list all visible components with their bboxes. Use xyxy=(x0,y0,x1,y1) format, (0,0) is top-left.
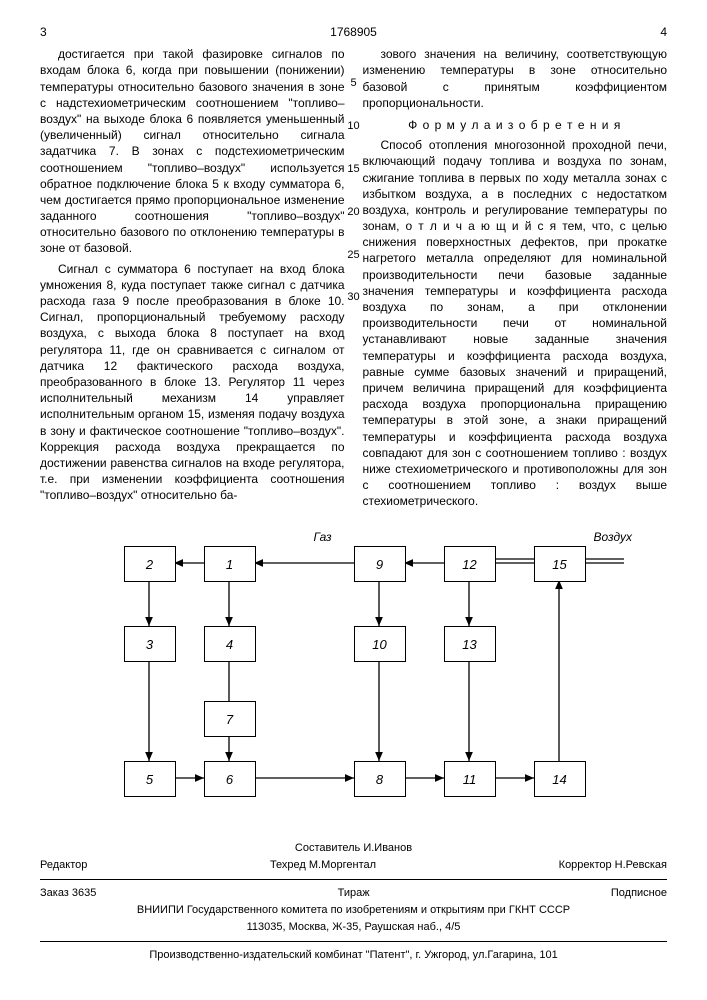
block-4: 4 xyxy=(204,626,256,662)
block-8: 8 xyxy=(354,761,406,797)
block-12: 12 xyxy=(444,546,496,582)
patent-page: 3 1768905 4 достигается при такой фазиро… xyxy=(0,0,707,983)
block-diagram: Газ Воздух 123456789101112131415 xyxy=(74,531,634,831)
air-label: Воздух xyxy=(594,529,632,545)
block-9: 9 xyxy=(354,546,406,582)
body-row: достигается при такой фазировке сигналов… xyxy=(40,46,667,513)
left-p1: достигается при такой фазировке сигналов… xyxy=(40,46,345,256)
left-column: достигается при такой фазировке сигналов… xyxy=(40,46,345,513)
ln-20: 20 xyxy=(345,205,363,220)
block-3: 3 xyxy=(124,626,176,662)
ln-30: 30 xyxy=(345,290,363,305)
block-2: 2 xyxy=(124,546,176,582)
right-p2: Способ отопления многозонной проходной п… xyxy=(363,137,668,509)
order-no: Заказ 3635 xyxy=(40,886,96,901)
rule-2 xyxy=(40,941,667,942)
ln-25: 25 xyxy=(345,248,363,263)
production: Производственно-издательский комбинат "П… xyxy=(40,948,667,963)
ln-10: 10 xyxy=(345,119,363,134)
block-14: 14 xyxy=(534,761,586,797)
block-1: 1 xyxy=(204,546,256,582)
left-p2: Сигнал с сумматора 6 поступает на вход б… xyxy=(40,261,345,504)
vniipi-2: 113035, Москва, Ж-35, Раушская наб., 4/5 xyxy=(40,920,667,935)
block-13: 13 xyxy=(444,626,496,662)
editor: Редактор xyxy=(40,858,87,873)
block-11: 11 xyxy=(444,761,496,797)
block-5: 5 xyxy=(124,761,176,797)
block-6: 6 xyxy=(204,761,256,797)
subscription: Подписное xyxy=(611,886,667,901)
ln-5: 5 xyxy=(345,76,363,91)
patent-number: 1768905 xyxy=(330,24,377,40)
vniipi-1: ВНИИПИ Государственного комитета по изоб… xyxy=(40,903,667,918)
order-row: Заказ 3635 Тираж Подписное xyxy=(40,886,667,901)
rule-1 xyxy=(40,879,667,880)
block-10: 10 xyxy=(354,626,406,662)
tirazh: Тираж xyxy=(338,886,370,901)
page-left: 3 xyxy=(40,24,47,40)
gas-label: Газ xyxy=(314,529,332,545)
ln-15: 15 xyxy=(345,162,363,177)
techred: Техред М.Моргентал xyxy=(270,858,376,873)
page-right: 4 xyxy=(660,24,667,40)
right-column: зового значения на величину, соответству… xyxy=(363,46,668,513)
corrector: Корректор Н.Ревская xyxy=(559,858,667,873)
block-15: 15 xyxy=(534,546,586,582)
credits-row: Редактор Техред М.Моргентал Корректор Н.… xyxy=(40,858,667,873)
header-row: 3 1768905 4 xyxy=(40,24,667,40)
credits-block: Составитель И.Иванов xyxy=(40,841,667,856)
compiler: Составитель И.Иванов xyxy=(295,842,412,854)
block-7: 7 xyxy=(204,701,256,737)
right-p1: зового значения на величину, соответству… xyxy=(363,46,668,111)
formula-heading: Ф о р м у л а и з о б р е т е н и я xyxy=(363,117,668,133)
line-numbers: 5 10 15 20 25 30 xyxy=(345,46,363,513)
